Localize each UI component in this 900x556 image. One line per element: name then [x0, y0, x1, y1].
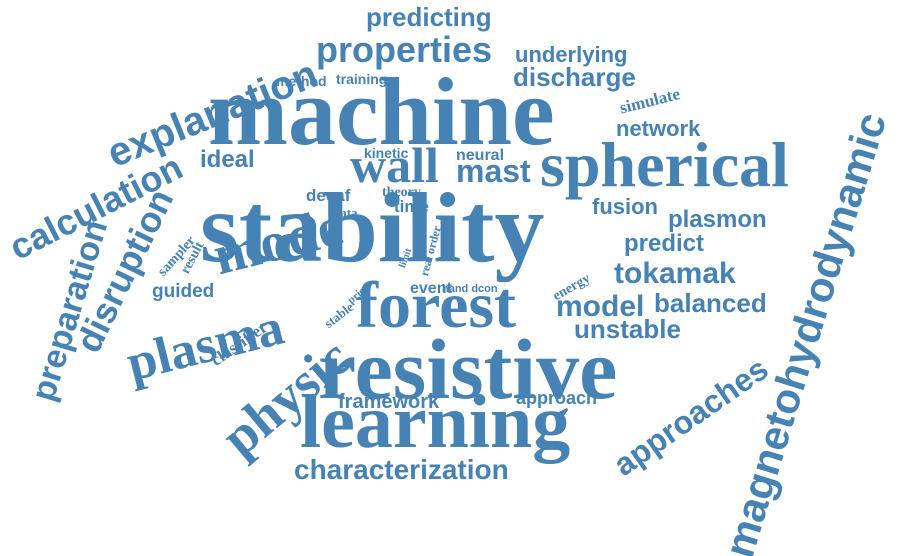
word-time: time	[394, 197, 429, 216]
word-model: model	[556, 290, 645, 323]
word-underlying: underlying	[515, 42, 628, 67]
word-wall: wall	[350, 137, 439, 193]
word-forest: forest	[356, 269, 517, 342]
word-kinetic: kinetic	[364, 145, 409, 161]
word-framework: framework	[338, 391, 440, 413]
word-plasmon: plasmon	[668, 206, 767, 233]
word-neural: neural	[456, 147, 505, 164]
word-spherical: spherical	[540, 129, 789, 200]
word-event: event	[410, 280, 452, 297]
word-stability: stability	[200, 172, 545, 283]
word-mast: mast	[456, 153, 531, 189]
word-training: training	[336, 71, 388, 87]
word-ideal: ideal	[200, 146, 255, 173]
word-data: data	[333, 205, 358, 220]
word-resistive: resistive	[318, 321, 618, 417]
word-characterization: characterization	[294, 454, 509, 485]
word-hand-dcon: hand dcon	[442, 283, 498, 295]
word-tokamak: tokamak	[614, 257, 736, 290]
word-fusion: fusion	[592, 194, 658, 219]
word-machine: machine	[208, 58, 555, 165]
word-approach: approach	[516, 388, 598, 408]
word-network: network	[616, 116, 701, 141]
word-balanced: balanced	[654, 288, 767, 318]
word-properties: properties	[316, 29, 493, 70]
word-theory: theory	[382, 185, 421, 200]
word-predict: predict	[624, 230, 705, 257]
word-learning: learning	[300, 380, 571, 464]
word-unstable: unstable	[574, 314, 681, 344]
word-method: method	[276, 73, 327, 89]
word-decaf: decaf	[306, 186, 351, 205]
word-discharge: discharge	[513, 62, 636, 92]
word-guided: guided	[152, 281, 215, 302]
word-predicting: predicting	[366, 2, 492, 32]
